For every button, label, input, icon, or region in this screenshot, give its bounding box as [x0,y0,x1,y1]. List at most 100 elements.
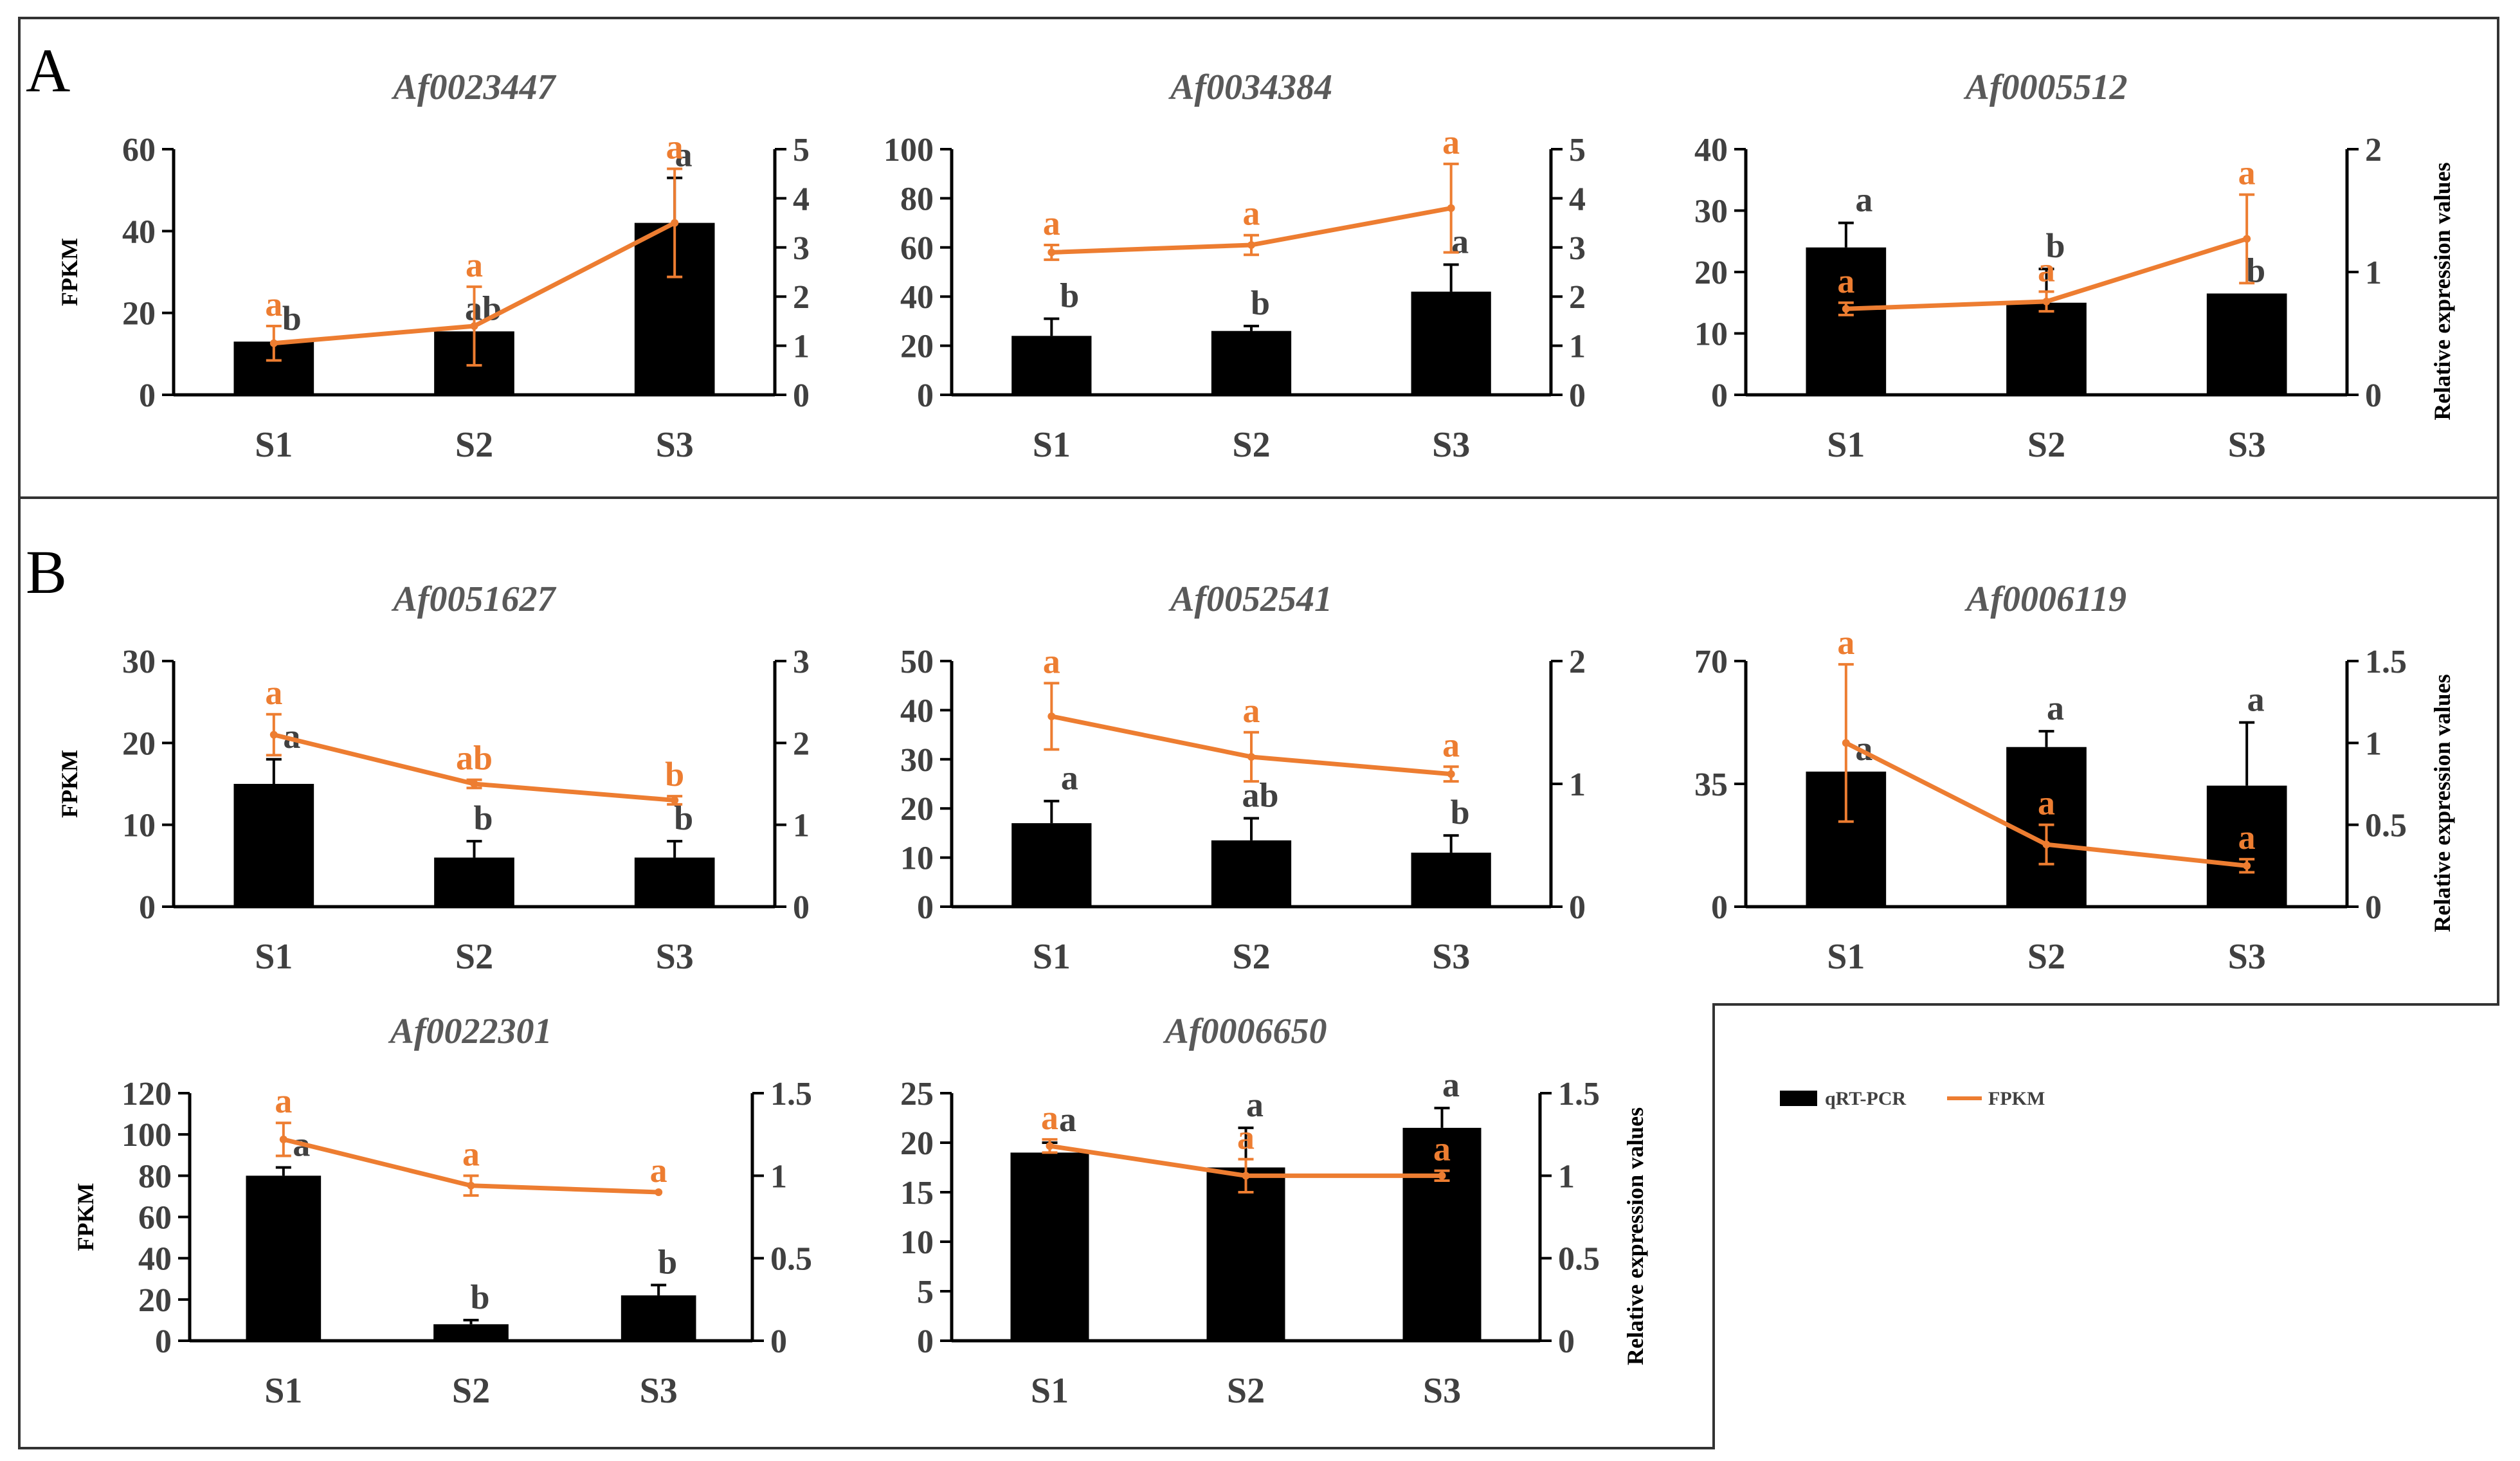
bar [2006,302,2087,395]
bar [1206,1167,1285,1341]
bar-significance-letter: a [2247,680,2265,719]
fpkm-point [1242,1172,1250,1180]
y-tick-label: 80 [900,181,934,217]
line-significance-letter: a [1442,725,1460,764]
y2-tick-label: 0 [2365,889,2382,926]
bar-significance-letter: a [1855,181,1872,219]
fpkm-point [1447,204,1455,212]
line-significance-letter: a [265,285,282,323]
y-tick-label: 35 [1694,767,1728,803]
bar-significance-letter: b [473,799,493,837]
y-tick-label: 0 [917,377,934,414]
y2-axis-title: Relative expression values [2429,162,2455,420]
fpkm-point [269,730,278,739]
fpkm-point [2042,297,2051,305]
fpkm-point [655,1188,663,1196]
bar-significance-letter: b [2045,226,2065,265]
bar [433,1324,509,1341]
y2-tick-label: 4 [1569,181,1586,217]
y2-tick-label: 1 [2365,725,2382,762]
x-tick-label: S1 [1033,937,1071,977]
y-tick-label: 40 [900,693,934,729]
y2-tick-label: 1 [1569,329,1586,365]
fpkm-point [1842,739,1850,747]
y2-tick-label: 0 [1569,377,1586,414]
line-significance-letter: b [665,755,684,794]
x-tick-label: S1 [1033,425,1071,465]
bar [434,857,514,907]
bar-significance-letter: a [1059,1100,1076,1139]
bar-significance-letter: b [470,1278,489,1316]
bar [1211,331,1292,395]
bar [1211,840,1292,907]
x-tick-label: S2 [1227,1371,1265,1411]
y-tick-label: 5 [917,1274,934,1311]
line-significance-letter: a [1237,1118,1255,1157]
fpkm-point [1438,1172,1446,1180]
bar [1011,823,1092,907]
y2-tick-label: 1 [793,808,810,844]
y-tick-label: 40 [122,213,156,250]
fpkm-point [1247,752,1255,761]
fpkm-point [2042,840,2051,849]
y2-tick-label: 2 [1569,279,1586,316]
line-significance-letter: ab [456,739,493,777]
y-tick-label: 10 [900,840,934,877]
y-tick-label: 0 [139,377,156,414]
line-significance-letter: a [1433,1130,1451,1168]
line-significance-letter: a [1442,123,1460,161]
line-significance-letter: a [265,673,282,712]
x-tick-label: S3 [656,425,694,465]
bar-significance-letter: b [1251,284,1270,322]
legend-bar-swatch [1780,1091,1817,1106]
chart-title: Af0006650 [1163,1012,1327,1051]
y-tick-label: 30 [122,644,156,680]
line-significance-letter: a [1043,642,1060,680]
bar [1411,291,1491,395]
y2-tick-label: 0 [793,889,810,926]
line-significance-letter: a [2238,154,2256,192]
y-tick-label: 20 [138,1282,172,1319]
y2-tick-label: 0 [2365,377,2382,414]
y2-tick-label: 1.5 [2365,644,2407,680]
line-significance-letter: a [666,128,684,167]
x-tick-label: S2 [455,937,493,977]
x-tick-label: S2 [452,1371,490,1411]
fpkm-point [1842,305,1850,313]
y-tick-label: 120 [122,1076,172,1112]
x-tick-label: S3 [2228,937,2266,977]
legend-bar-label: qRT-PCR [1825,1088,1907,1109]
y2-tick-label: 1 [770,1158,787,1195]
y2-tick-label: 0 [793,377,810,414]
chart-Af0022301: Af0022301 0 20 40 60 80 100 120 0 0.5 1 1.5 S1 S2 S3 FP… [73,1012,812,1411]
x-tick-label: S2 [1232,937,1270,977]
bar [634,857,715,907]
y-tick-label: 20 [122,725,156,762]
y2-tick-label: 0.5 [2365,808,2407,844]
bar-significance-letter: b [1060,277,1079,315]
fpkm-point [671,219,679,227]
bar-significance-letter: a [1061,759,1078,797]
y2-tick-label: 1 [793,329,810,365]
chart-title: Af0034384 [1168,68,1332,107]
y2-tick-label: 3 [1569,230,1586,267]
x-tick-label: S3 [640,1371,678,1411]
y-tick-label: 0 [139,889,156,926]
bar [2206,293,2287,395]
fpkm-point [1047,248,1056,257]
y-tick-label: 50 [900,644,934,680]
y2-tick-label: 3 [793,644,810,680]
line-significance-letter: a [650,1151,667,1190]
y2-tick-label: 0 [1558,1323,1575,1360]
y-tick-label: 10 [900,1224,934,1261]
y-tick-label: 60 [900,230,934,267]
bar [246,1175,322,1341]
y2-tick-label: 1 [2365,255,2382,291]
line-significance-letter: a [1243,194,1260,233]
line-significance-letter: a [1837,623,1854,662]
